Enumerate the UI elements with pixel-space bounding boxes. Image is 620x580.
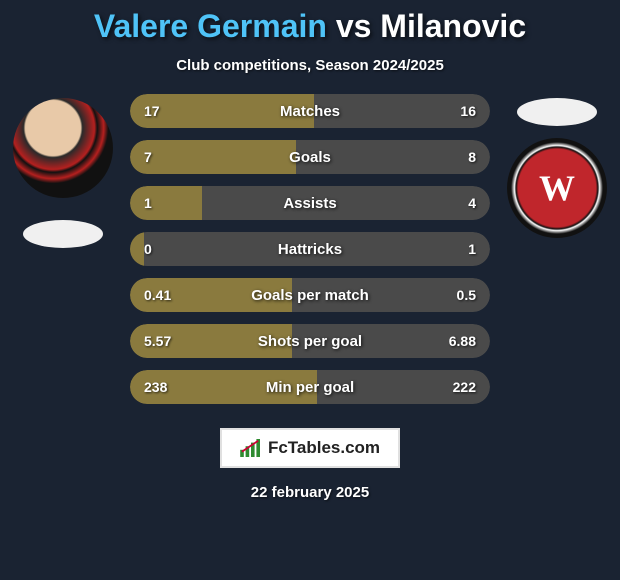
player1-name: Valere Germain	[94, 8, 327, 44]
stat-value-right: 0.5	[426, 287, 476, 303]
footer-site-name: FcTables.com	[268, 438, 380, 458]
stat-value-right: 222	[426, 379, 476, 395]
player1-avatar	[13, 98, 113, 198]
player2-club-badge	[507, 138, 607, 238]
stat-bar-left	[130, 232, 144, 266]
stat-label: Hattricks	[194, 241, 426, 258]
stat-label: Goals per match	[194, 287, 426, 304]
vs-text: vs	[336, 8, 372, 44]
player2-flag	[517, 98, 597, 126]
stat-value-left: 0.41	[144, 287, 194, 303]
stat-value-left: 5.57	[144, 333, 194, 349]
player2-name: Milanovic	[380, 8, 526, 44]
stat-row: 0Hattricks1	[130, 232, 490, 266]
stat-row: 0.41Goals per match0.5	[130, 278, 490, 312]
stat-value-left: 0	[144, 241, 194, 257]
main-row: 17Matches167Goals81Assists40Hattricks10.…	[0, 94, 620, 404]
stat-label: Min per goal	[194, 379, 426, 396]
stat-row: 17Matches16	[130, 94, 490, 128]
right-side	[502, 94, 612, 256]
stat-label: Matches	[194, 103, 426, 120]
player1-flag	[23, 220, 103, 248]
stat-value-right: 6.88	[426, 333, 476, 349]
subtitle: Club competitions, Season 2024/2025	[176, 57, 444, 74]
footer-logo[interactable]: FcTables.com	[220, 428, 400, 468]
comparison-card: Valere Germain vs Milanovic Club competi…	[0, 0, 620, 580]
left-side	[8, 94, 118, 248]
footer-date: 22 february 2025	[251, 484, 369, 501]
stat-row: 7Goals8	[130, 140, 490, 174]
stat-label: Goals	[194, 149, 426, 166]
stats-column: 17Matches167Goals81Assists40Hattricks10.…	[130, 94, 490, 404]
stat-value-right: 8	[426, 149, 476, 165]
stat-value-right: 4	[426, 195, 476, 211]
stat-value-left: 17	[144, 103, 194, 119]
stat-value-right: 1	[426, 241, 476, 257]
stat-value-right: 16	[426, 103, 476, 119]
stat-label: Shots per goal	[194, 333, 426, 350]
stat-row: 238Min per goal222	[130, 370, 490, 404]
stat-value-left: 1	[144, 195, 194, 211]
stat-row: 5.57Shots per goal6.88	[130, 324, 490, 358]
stat-label: Assists	[194, 195, 426, 212]
title: Valere Germain vs Milanovic	[94, 8, 526, 45]
stat-row: 1Assists4	[130, 186, 490, 220]
stat-value-left: 238	[144, 379, 194, 395]
fctables-icon	[240, 439, 262, 457]
stat-value-left: 7	[144, 149, 194, 165]
